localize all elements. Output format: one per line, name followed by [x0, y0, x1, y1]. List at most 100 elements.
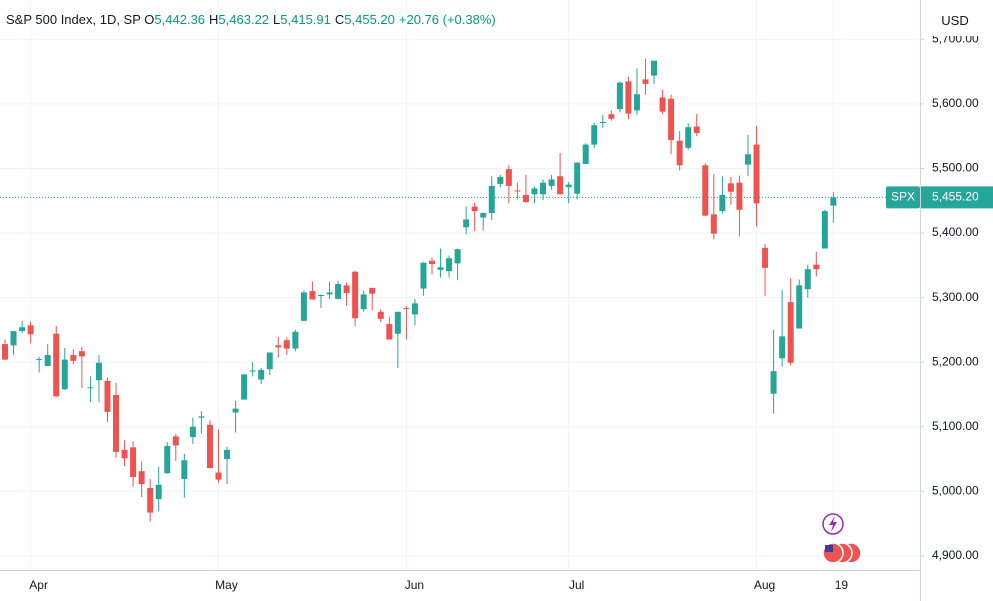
candle-body [386, 324, 393, 340]
x-tick-label: Jun [405, 578, 424, 592]
candle-body [514, 190, 521, 192]
candle-body [189, 426, 196, 438]
y-tick-label: 5,000.00 [932, 483, 979, 497]
candle-body [710, 214, 717, 234]
candle-body [719, 194, 726, 212]
candle-body [44, 355, 51, 367]
candle-body [292, 331, 299, 349]
grid [0, 0, 920, 570]
candle-body [753, 144, 760, 204]
candle-body [821, 211, 828, 249]
candle-body [437, 267, 444, 270]
candle-body [172, 436, 179, 446]
candle-body [249, 370, 256, 372]
candle-body [676, 140, 683, 166]
candle-body [164, 446, 171, 474]
candle-body [480, 213, 487, 218]
y-tick-label: 5,100.00 [932, 419, 979, 433]
event-icons [822, 513, 862, 564]
candle-body [352, 271, 359, 319]
change: +20.76 (+0.38%) [398, 12, 496, 27]
x-tick-label: Apr [29, 578, 48, 592]
candle-body [693, 126, 700, 133]
low-key: L [273, 12, 281, 27]
candle-body [198, 416, 205, 418]
candle-body [548, 179, 555, 186]
candle-body [53, 333, 60, 397]
symbol-tag-label: SPX [891, 190, 915, 204]
candle-body [830, 197, 837, 206]
candle-body [300, 292, 307, 321]
candle-body [796, 285, 803, 329]
close-key: C [334, 12, 345, 27]
x-tick-label: May [215, 578, 238, 592]
candle-body [87, 387, 94, 389]
candle-body [668, 98, 675, 141]
candle-body [326, 292, 333, 295]
candle-body [113, 395, 120, 452]
candle-body [215, 472, 222, 480]
flag-canton [825, 545, 833, 552]
candle-body [19, 327, 26, 332]
candle-body [138, 471, 145, 485]
x-tick-label: 19 [835, 578, 849, 592]
candle-body [557, 176, 564, 195]
y-tick-label: 5,600.00 [932, 96, 979, 110]
candle-body [488, 185, 495, 214]
candle-body [104, 380, 111, 412]
candle-body [411, 303, 418, 315]
candle-body [736, 182, 743, 210]
candle-body [360, 294, 367, 310]
candle-body [147, 488, 154, 513]
candle-body [377, 311, 384, 319]
symbol-tag [886, 186, 920, 209]
candle-body [70, 355, 77, 361]
candle-body [702, 165, 709, 216]
candle-body [283, 340, 290, 349]
candle-body [10, 331, 17, 346]
high-value: 5,463.22 [218, 12, 270, 27]
candle-body [155, 484, 162, 499]
candle-body [531, 188, 538, 195]
candle-body [2, 344, 8, 360]
currency-button[interactable]: USD [924, 6, 986, 36]
candle-body [61, 359, 68, 390]
candle-body [130, 447, 137, 478]
candle-body [420, 262, 427, 289]
candle-body [121, 449, 128, 459]
candle-body [266, 352, 273, 370]
y-tick-label: 5,500.00 [932, 161, 979, 175]
candle-body [454, 249, 461, 264]
candle-body [471, 206, 478, 212]
low-value: 5,415.91 [280, 12, 331, 27]
candle-body [642, 79, 649, 84]
candle-body [651, 60, 658, 76]
candle-body [206, 424, 213, 469]
candle-body [224, 449, 231, 459]
candle-body [779, 336, 786, 359]
candle-body [727, 183, 734, 192]
candle-body [317, 295, 324, 297]
candle-body [369, 287, 376, 294]
y-tick-label: 5,400.00 [932, 225, 979, 239]
candle-body [787, 302, 794, 363]
candle-body [804, 269, 811, 290]
candle-body [95, 362, 102, 381]
candle-body [309, 291, 316, 300]
candle-body [565, 184, 572, 188]
candle-body [599, 122, 606, 124]
candles [2, 58, 837, 522]
candle-body [275, 345, 282, 348]
open-key: O [144, 12, 155, 27]
candle-body [429, 260, 435, 265]
candle-body [659, 97, 666, 112]
lightning-icon [829, 516, 837, 532]
candle-body [762, 247, 769, 268]
high-key: H [209, 12, 219, 27]
y-tick-label: 5,300.00 [932, 290, 979, 304]
candle-body [446, 258, 453, 272]
candle-body [232, 408, 239, 413]
candle-body [574, 162, 581, 194]
